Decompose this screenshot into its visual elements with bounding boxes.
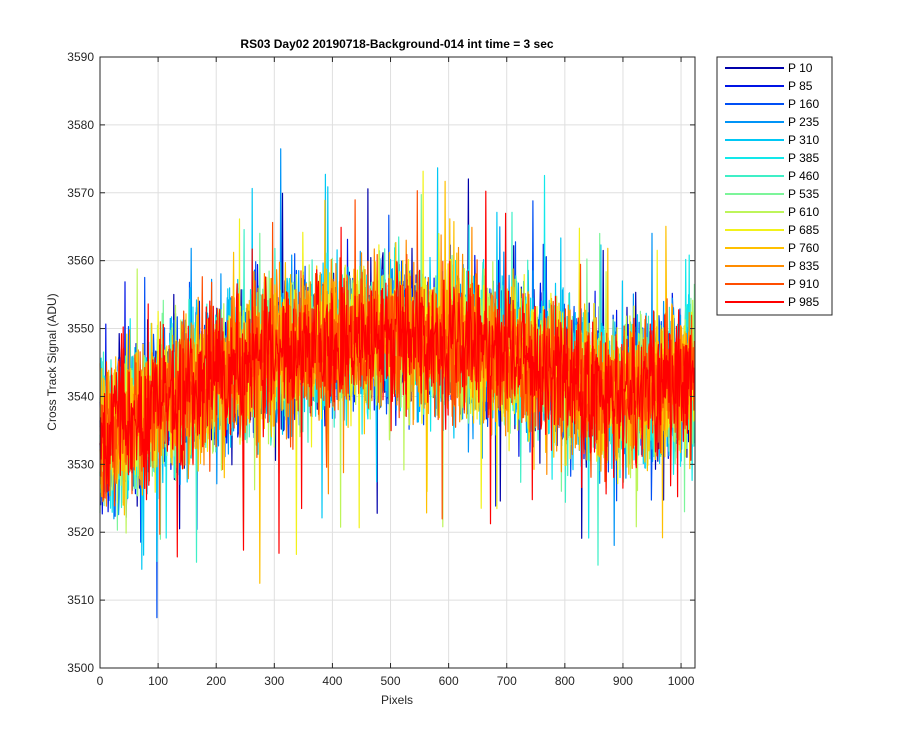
y-tick-label: 3560 — [67, 254, 94, 268]
legend-label: P 310 — [788, 133, 819, 147]
y-tick-label: 3530 — [67, 457, 94, 471]
x-tick-label: 500 — [381, 674, 401, 688]
x-tick-label: 400 — [322, 674, 342, 688]
x-tick-label: 0 — [97, 674, 104, 688]
plot-frame — [99, 56, 696, 669]
legend-label: P 535 — [788, 187, 819, 201]
legend-label: P 160 — [788, 97, 819, 111]
x-tick-label: 100 — [148, 674, 168, 688]
y-tick-label: 3570 — [67, 186, 94, 200]
x-tick-label: 600 — [439, 674, 459, 688]
x-tick-label: 300 — [264, 674, 284, 688]
y-tick-label: 3580 — [67, 118, 94, 132]
x-tick-label: 200 — [206, 674, 226, 688]
legend-label: P 85 — [788, 79, 813, 93]
x-tick-label: 1000 — [668, 674, 695, 688]
legend-label: P 610 — [788, 205, 819, 219]
y-tick-label: 3540 — [67, 389, 94, 403]
y-tick-label: 3520 — [67, 525, 94, 539]
legend-label: P 385 — [788, 151, 819, 165]
x-tick-label: 800 — [555, 674, 575, 688]
legend-label: P 835 — [788, 259, 819, 273]
legend-label: P 460 — [788, 169, 819, 183]
legend[interactable]: P 10 P 85 P 160 P 235 P 310 P 385 P 460 P 535 P … — [716, 56, 833, 316]
ticks: 0 100 200 300 400 500 600 700 800 900 1000 3500 3510… — [67, 50, 695, 688]
legend-label: P 985 — [788, 295, 819, 309]
y-tick-label: 3590 — [67, 50, 94, 64]
legend-label: P 235 — [788, 115, 819, 129]
x-axis-label: Pixels — [381, 693, 413, 707]
x-tick-label: 900 — [613, 674, 633, 688]
legend-label: P 685 — [788, 223, 819, 237]
legend-label: P 910 — [788, 277, 819, 291]
y-tick-label: 3550 — [67, 322, 94, 336]
legend-label: P 10 — [788, 61, 813, 75]
legend-box — [716, 56, 833, 316]
y-axis-label: Cross Track Signal (ADU) — [45, 293, 59, 430]
legend-label: P 760 — [788, 241, 819, 255]
y-tick-label: 3510 — [67, 593, 94, 607]
series-line-p-985 — [99, 190, 695, 558]
y-tick-label: 3500 — [67, 661, 94, 675]
series-group — [99, 148, 696, 619]
chart-title: RS03 Day02 20190718-Background-014 int t… — [240, 37, 553, 51]
x-tick-label: 700 — [497, 674, 517, 688]
